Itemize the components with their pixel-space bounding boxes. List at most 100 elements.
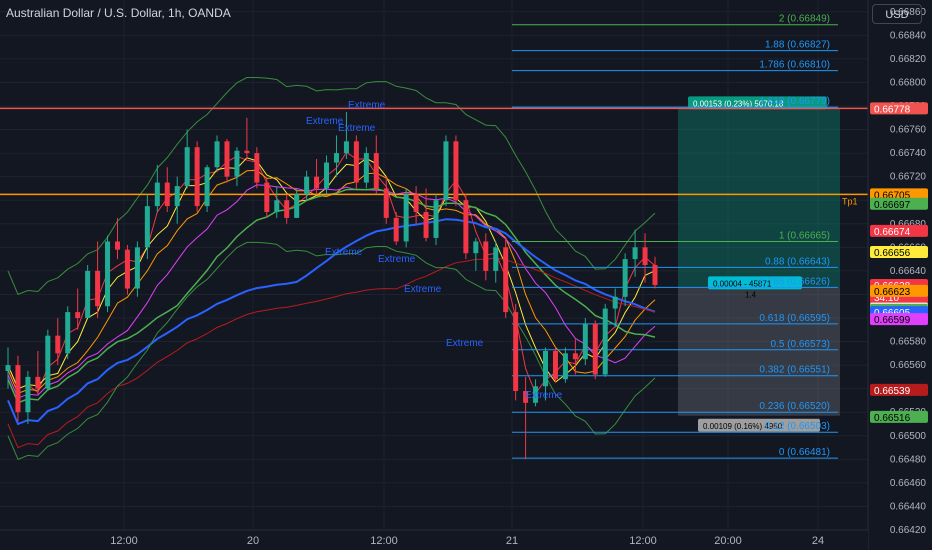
time-tick-label: 21 — [506, 535, 518, 547]
price-tick-label: 0.66640 — [890, 266, 927, 277]
candle-body — [314, 176, 320, 189]
candle-body — [493, 247, 499, 271]
horizontal-lines[interactable]: Tp1 — [0, 107, 868, 206]
extreme-annotation: Extreme — [325, 247, 363, 258]
candle-body — [15, 365, 21, 413]
price-badge-label: 0.66697 — [874, 200, 911, 211]
candle-body — [75, 312, 81, 318]
extreme-annotation: Extreme — [446, 338, 484, 349]
fibonacci-levels[interactable]: 2 (0.66849) 1.88 (0.66827) 1.786 (0.66810)… — [512, 14, 838, 459]
time-axis-bg — [0, 530, 868, 550]
candle-body — [45, 335, 51, 389]
price-tick-label: 0.66800 — [890, 77, 927, 88]
candle-body — [194, 147, 200, 207]
price-badge-label: 0.66623 — [874, 287, 911, 298]
candle-body — [304, 176, 310, 195]
price-tick-label: 0.66420 — [890, 525, 927, 536]
candle-body — [284, 200, 290, 218]
price-tick-label: 0.66740 — [890, 148, 927, 159]
price-badge — [870, 197, 928, 210]
extreme-annotation: Extreme — [404, 284, 442, 295]
candle-body — [443, 141, 449, 201]
candle-body — [552, 350, 558, 380]
candle-body — [254, 153, 260, 183]
time-tick-label: 12:00 — [110, 535, 138, 547]
price-badge-label: 0.66516 — [874, 413, 911, 424]
countdown-label: 34:10 — [874, 293, 899, 304]
candle-body — [144, 206, 150, 248]
candle-body — [124, 249, 130, 289]
candle-body — [134, 247, 140, 289]
candle-body — [353, 141, 359, 183]
candle-body — [543, 350, 549, 387]
price-badge-label: 0.66656 — [874, 248, 911, 259]
target-zone[interactable] — [678, 108, 840, 288]
price-tick-label: 0.66560 — [890, 360, 927, 371]
price-tick-label: 0.66680 — [890, 219, 927, 230]
candle-body — [174, 186, 180, 207]
candle-body — [383, 188, 389, 218]
candle-body — [95, 270, 101, 307]
price-tick-label: 0.66760 — [890, 125, 927, 136]
candle-body — [264, 182, 270, 212]
band-upper-line — [7, 77, 656, 296]
horizontal-line-label: Tp1 — [842, 196, 858, 206]
candle-body — [423, 212, 429, 238]
candle-body — [592, 323, 598, 375]
fib-level-label: 1.618 (0.66779) — [759, 96, 830, 107]
price-badge — [870, 224, 928, 237]
candle-body — [55, 335, 61, 354]
entry-label: 0.00004 - 45871 — [713, 279, 772, 288]
time-axis[interactable]: 12:00 20 12:00 21 12:00 20:00 24 — [0, 529, 868, 550]
price-tick-label: 0.66720 — [890, 172, 927, 183]
price-badge — [870, 313, 928, 326]
candle-body — [204, 167, 210, 207]
candle-body — [85, 270, 91, 318]
extreme-annotation: Extreme — [525, 390, 563, 401]
target-label: 0.00153 (0.23%) 5070.18 — [693, 99, 784, 108]
price-badge — [870, 410, 928, 423]
candle-body — [503, 247, 509, 313]
candle-body — [612, 296, 618, 309]
time-tick-label: 12:00 — [370, 535, 398, 547]
stop-label: 0.00109 (0.16%) 4950 — [703, 422, 783, 431]
fib-level-label: 0 (0.66481) — [779, 447, 830, 458]
fib-level-label: 0.12 (0.66503) — [765, 421, 830, 432]
candle-body — [393, 217, 399, 242]
candle-body — [224, 141, 230, 177]
price-axis[interactable]: 0.668600.668400.668200.668000.667800.667… — [867, 0, 932, 550]
price-axis-bg — [868, 0, 932, 550]
ma-red-line — [7, 257, 656, 449]
candle-body — [214, 141, 220, 168]
candle-body — [105, 241, 111, 307]
candle-body — [274, 200, 280, 212]
candle-body — [184, 147, 190, 187]
extreme-annotation: Extreme — [348, 100, 386, 111]
candle-body — [622, 259, 628, 297]
candle-body — [5, 365, 11, 371]
fib-level-label: 0.618 (0.66595) — [759, 313, 830, 324]
candle-body — [413, 194, 419, 212]
fib-level-label: 1.88 (0.66827) — [765, 40, 830, 51]
candle-body — [343, 141, 349, 154]
price-tick-label: 0.66480 — [890, 454, 927, 465]
time-tick-label: 24 — [812, 535, 824, 547]
price-badge — [870, 188, 928, 201]
candle-body — [65, 312, 71, 354]
price-tick-label: 0.66840 — [890, 30, 927, 41]
price-badge-label: 0.66539 — [874, 386, 911, 397]
candle-body — [523, 391, 529, 403]
currency-button[interactable]: USD — [872, 4, 922, 24]
price-tick-label: 0.66440 — [890, 501, 927, 512]
stop-zone[interactable] — [678, 287, 840, 416]
candle-body — [373, 153, 379, 189]
time-tick-label: 12:00 — [629, 535, 657, 547]
candle-body — [453, 141, 459, 201]
price-tick-label: 0.66820 — [890, 54, 927, 65]
fib-level-label: 0.382 (0.66551) — [759, 365, 830, 376]
candle-body — [363, 153, 369, 183]
fib-level-label: 0.786 (0.66626) — [759, 276, 830, 287]
long-position-tool[interactable]: 0.00153 (0.23%) 5070.18 0.00004 - 45871 1.… — [678, 96, 840, 432]
entry-sub-label: 1.4 — [745, 290, 757, 299]
